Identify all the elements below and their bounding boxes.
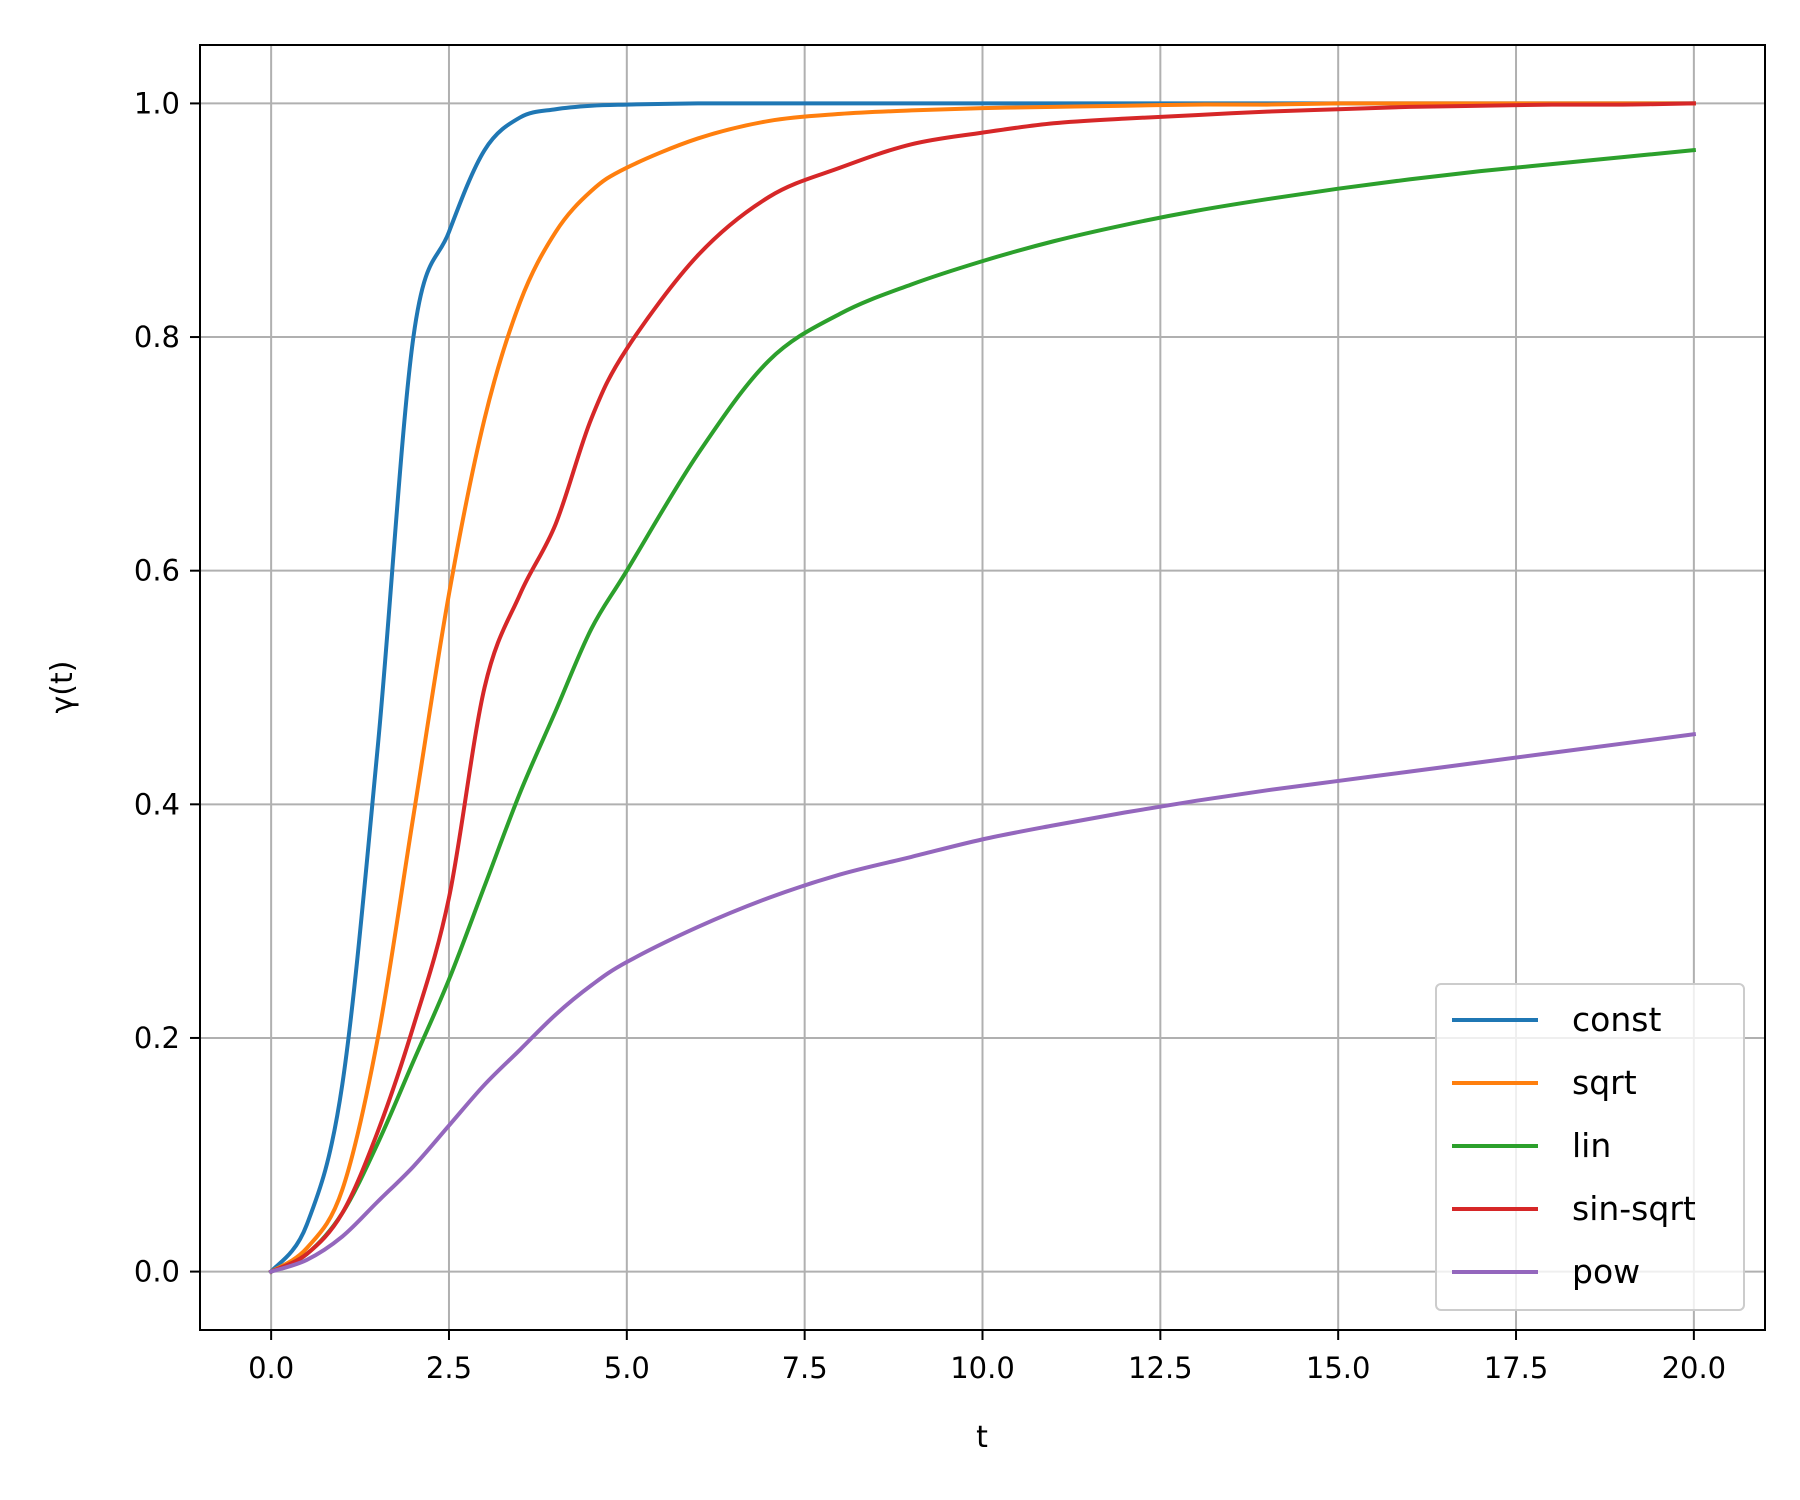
- legend-box: [1435, 983, 1745, 1311]
- x-tick-label: 2.5: [426, 1351, 472, 1385]
- x-axis-ticks: 0.0 2.5 5.0 7.5 10.0 12.5 15.0 17.5 20.0: [248, 1330, 1726, 1385]
- y-tick-label: 0.4: [134, 787, 180, 821]
- y-axis-label: γ(t): [45, 661, 80, 714]
- y-tick-label: 1.0: [134, 86, 180, 120]
- y-tick-label: 0.2: [134, 1021, 180, 1055]
- legend-label-lin: lin: [1572, 1126, 1611, 1165]
- x-tick-label: 7.5: [782, 1351, 828, 1385]
- series-line-sqrt: [268, 101, 1696, 1275]
- y-tick-label: 0.6: [134, 554, 180, 588]
- series-line-sin-sqrt: [268, 101, 1696, 1275]
- x-tick-label: 10.0: [950, 1351, 1015, 1385]
- x-tick-label: 5.0: [604, 1351, 650, 1385]
- x-tick-label: 12.5: [1128, 1351, 1193, 1385]
- x-tick-label: 17.5: [1484, 1351, 1549, 1385]
- y-axis-ticks: 0.0 0.2 0.4 0.6 0.8 1.0: [134, 86, 200, 1289]
- x-axis-label: t: [976, 1420, 988, 1455]
- y-tick-label: 0.0: [134, 1255, 180, 1289]
- legend-label-pow: pow: [1572, 1252, 1640, 1291]
- series-lines: [268, 101, 1697, 1275]
- legend-label-const: const: [1572, 1000, 1661, 1039]
- series-line-lin: [268, 147, 1697, 1275]
- legend-label-sqrt: sqrt: [1572, 1063, 1637, 1102]
- legend: const sqrt lin sin-sqrt pow: [1435, 983, 1745, 1311]
- x-tick-label: 20.0: [1662, 1351, 1727, 1385]
- y-tick-label: 0.8: [134, 320, 180, 354]
- series-line-pow: [268, 731, 1697, 1275]
- x-tick-label: 0.0: [248, 1351, 294, 1385]
- legend-label-sin-sqrt: sin-sqrt: [1572, 1189, 1696, 1228]
- x-tick-label: 15.0: [1306, 1351, 1371, 1385]
